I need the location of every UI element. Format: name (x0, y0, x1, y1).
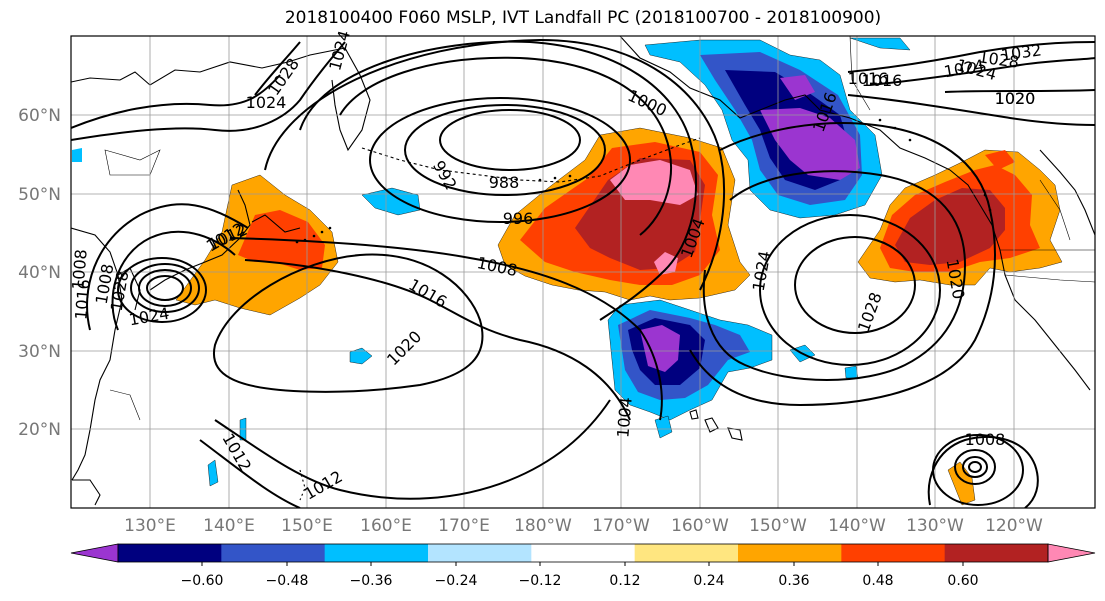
contour-label: 1016 (862, 71, 903, 90)
colorbar-segment (738, 544, 842, 562)
lat-label: 50°N (18, 185, 61, 205)
contour-label: 1016 (848, 69, 889, 88)
lat-label: 40°N (18, 263, 61, 283)
contour-label: 1024 (246, 93, 287, 112)
lon-label: 120°W (985, 516, 1043, 536)
lon-label: 150°E (281, 516, 333, 536)
lon-label: 140°E (203, 516, 255, 536)
borders (104, 36, 1095, 421)
lat-label: 20°N (18, 420, 61, 440)
colorbar-tick-label: −0.48 (266, 573, 309, 589)
ivt-negative-north (644, 37, 911, 219)
map-title: 2018100400 F060 MSLP, IVT Landfall PC (2… (284, 8, 882, 28)
mslp-contours (71, 38, 1095, 508)
colorbar-tick-labels: −0.60 −0.48 −0.36 −0.24 −0.12 0.12 0.24 … (181, 573, 979, 589)
gridlines (71, 36, 1095, 508)
colorbar-extend-low (70, 543, 119, 563)
colorbar-ticks (201, 562, 964, 566)
contour-label: 1004 (613, 396, 635, 438)
lon-label: 160°E (360, 516, 412, 536)
lon-label: 170°W (592, 516, 650, 536)
lon-label: 160°W (671, 516, 729, 536)
colorbar-tick-label: −0.60 (181, 573, 224, 589)
colorbar-tick-label: −0.24 (435, 573, 478, 589)
colorbar-outline (117, 543, 1049, 563)
lon-axis: 130°E 140°E 150°E 160°E 170°E 180°W 170°… (124, 516, 1043, 536)
contour-label: 1016 (71, 278, 93, 320)
ivt-positive-central (497, 127, 751, 301)
lon-label: 170°E (438, 516, 490, 536)
colorbar-segment (531, 544, 636, 562)
lon-label: 140°W (828, 516, 886, 536)
contour-label: 1020 (995, 89, 1036, 108)
colorbar-extend-high (1047, 543, 1096, 563)
colorbar-tick-label: 0.60 (947, 573, 978, 589)
colorbar-segment (324, 544, 429, 562)
lon-label: 180°W (514, 516, 572, 536)
lat-label: 60°N (18, 106, 61, 126)
colorbar-segments (70, 543, 1096, 563)
contour-label: 1008 (68, 248, 90, 290)
colorbar-tick-label: −0.12 (519, 573, 562, 589)
colorbar-segment (428, 544, 532, 562)
colorbar-segment (634, 544, 739, 562)
colorbar-segment (118, 544, 222, 562)
colorbar: −0.60 −0.48 −0.36 −0.24 −0.12 0.12 0.24 … (70, 543, 1096, 589)
island-marks (295, 118, 992, 244)
colorbar-segment (944, 544, 1049, 562)
lat-axis: 60°N 50°N 40°N 30°N 20°N (18, 106, 61, 440)
colorbar-tick-label: −0.36 (350, 573, 393, 589)
colorbar-tick-label: 0.24 (693, 573, 724, 589)
colorbar-segment (221, 544, 326, 562)
colorbar-tick-label: 0.12 (609, 573, 640, 589)
lon-label: 130°E (124, 516, 176, 536)
colorbar-tick-label: 0.36 (778, 573, 809, 589)
lon-label: 150°W (749, 516, 807, 536)
colorbar-segment (841, 544, 946, 562)
map-frame (70, 35, 1096, 509)
contour-label: 988 (489, 173, 520, 192)
contour-label: 1008 (965, 430, 1006, 449)
lat-label: 30°N (18, 342, 61, 362)
contour-label: 1020 (995, 89, 1036, 108)
lon-label: 130°W (906, 516, 964, 536)
contour-label: 996 (503, 209, 534, 228)
colorbar-tick-label: 0.48 (862, 573, 893, 589)
ivt-negative-south (607, 299, 773, 439)
